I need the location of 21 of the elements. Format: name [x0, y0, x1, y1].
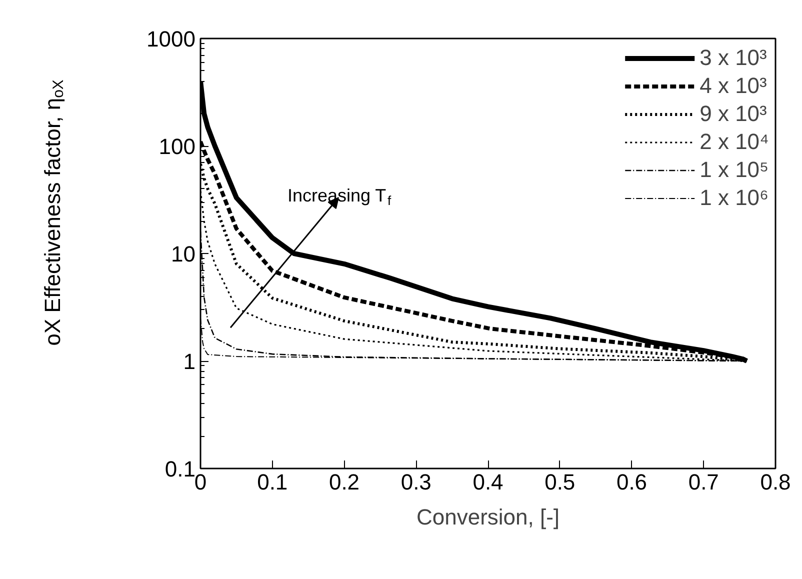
legend-label: 9 x 10³ [700, 100, 767, 128]
y-tick-label: 1 [183, 349, 196, 374]
x-tick-label: 0.4 [472, 470, 504, 494]
x-tick-label: 0.8 [760, 470, 791, 494]
legend-label: 2 x 10⁴ [700, 128, 769, 156]
x-tick-label: 0 [194, 470, 207, 494]
legend-label: 3 x 10³ [700, 44, 767, 72]
legend-label: 4 x 10³ [700, 72, 767, 100]
y-tick-label: 10 [171, 242, 196, 266]
x-tick-label: 0.3 [400, 470, 432, 494]
legend-label: 1 x 10⁶ [700, 184, 769, 212]
y-axis-title: oX Effectiveness factor, ηoX [40, 80, 67, 346]
x-tick-label: 0.6 [616, 470, 648, 494]
y-tick-label: 100 [158, 134, 196, 159]
x-tick-label: 0.1 [257, 470, 288, 494]
x-axis-title: Conversion, [-] [416, 504, 560, 530]
x-tick-label: 0.2 [328, 470, 360, 494]
legend-label: 1 x 10⁵ [700, 156, 769, 184]
y-tick-label: 1000 [146, 26, 196, 52]
x-tick-label: 0.5 [544, 470, 576, 494]
x-tick-label: 0.7 [688, 470, 719, 494]
